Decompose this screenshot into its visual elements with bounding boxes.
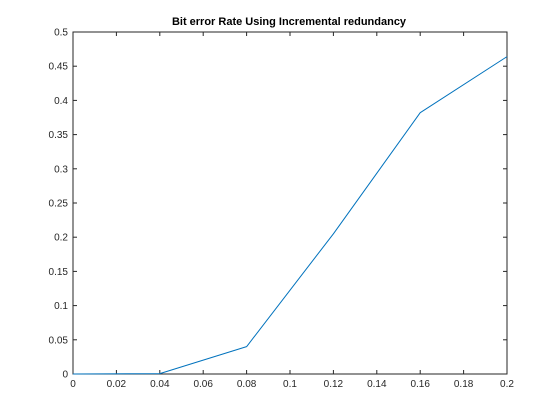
y-tick-label: 0.4 [54, 96, 68, 107]
x-tick-label: 0.02 [107, 379, 127, 390]
y-tick-label: 0.5 [54, 28, 68, 39]
y-tick-label: 0 [62, 370, 68, 381]
x-tick-label: 0.08 [237, 379, 257, 390]
y-tick-label: 0.45 [49, 62, 69, 73]
y-tick-label: 0.1 [54, 301, 68, 312]
x-tick-label: 0.12 [324, 379, 344, 390]
y-tick-label: 0.25 [49, 199, 69, 210]
y-tick-label: 0.05 [49, 335, 69, 346]
series-line [72, 56, 508, 375]
y-tick-label: 0.15 [49, 267, 69, 278]
axes-box [72, 31, 508, 375]
x-tick-label: 0.2 [500, 379, 514, 390]
x-tick-label: 0.04 [150, 379, 170, 390]
plot-area: 0 0.02 0.04 0.06 0.08 0.1 0.12 0.14 0.16 0.18 0.2 0… [49, 28, 515, 391]
x-tick-label: 0.1 [283, 379, 297, 390]
chart-title: Bit error Rate Using Incremental redunda… [172, 16, 407, 28]
x-tick-label: 0.18 [454, 379, 474, 390]
y-tick-label: 0.3 [54, 164, 68, 175]
x-tick-label: 0.14 [367, 379, 387, 390]
x-tick-label: 0 [70, 379, 76, 390]
x-tick-label: 0.06 [193, 379, 213, 390]
x-tick-label: 0.16 [410, 379, 430, 390]
y-tick-label: 0.2 [54, 233, 68, 244]
y-tick-label: 0.35 [49, 130, 69, 141]
